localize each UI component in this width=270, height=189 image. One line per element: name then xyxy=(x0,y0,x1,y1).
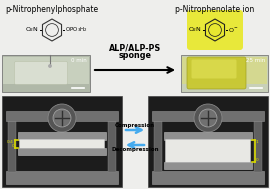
Text: Compression: Compression xyxy=(115,123,155,128)
Text: ALP/ALP-PS: ALP/ALP-PS xyxy=(109,43,161,53)
FancyBboxPatch shape xyxy=(2,96,122,187)
Text: 0: 0 xyxy=(11,144,14,148)
Text: O$_2$N: O$_2$N xyxy=(188,26,202,34)
FancyBboxPatch shape xyxy=(187,10,243,50)
Circle shape xyxy=(199,109,217,127)
FancyBboxPatch shape xyxy=(8,116,16,172)
Text: Decompression: Decompression xyxy=(111,147,159,152)
Text: OPO$_3$H$_2$: OPO$_3$H$_2$ xyxy=(65,26,88,34)
FancyBboxPatch shape xyxy=(164,162,252,169)
FancyBboxPatch shape xyxy=(152,111,264,121)
Text: O$^-$: O$^-$ xyxy=(228,26,239,34)
FancyBboxPatch shape xyxy=(108,116,116,172)
Circle shape xyxy=(194,104,222,132)
Circle shape xyxy=(49,65,51,67)
FancyBboxPatch shape xyxy=(181,55,268,92)
FancyBboxPatch shape xyxy=(182,57,267,84)
Text: 25 min: 25 min xyxy=(246,58,265,63)
FancyBboxPatch shape xyxy=(187,57,246,89)
FancyBboxPatch shape xyxy=(166,139,251,163)
Polygon shape xyxy=(205,19,225,41)
FancyBboxPatch shape xyxy=(191,60,237,78)
Circle shape xyxy=(53,109,71,127)
Text: 1: 1 xyxy=(256,140,259,144)
Text: 0.4: 0.4 xyxy=(7,140,14,144)
FancyBboxPatch shape xyxy=(15,61,68,84)
Text: p-Nitrophenylphosphate: p-Nitrophenylphosphate xyxy=(5,5,99,14)
Text: 0: 0 xyxy=(256,158,259,162)
FancyBboxPatch shape xyxy=(164,132,252,140)
Text: p-Nitrophenolate ion: p-Nitrophenolate ion xyxy=(176,5,255,14)
Circle shape xyxy=(48,104,76,132)
Text: sponge: sponge xyxy=(119,51,151,60)
FancyBboxPatch shape xyxy=(254,116,262,172)
FancyBboxPatch shape xyxy=(154,116,162,172)
Text: 0 min: 0 min xyxy=(71,58,87,63)
FancyBboxPatch shape xyxy=(148,96,268,187)
FancyBboxPatch shape xyxy=(6,111,118,121)
FancyBboxPatch shape xyxy=(19,139,104,149)
Text: O$_2$N: O$_2$N xyxy=(25,26,39,34)
FancyBboxPatch shape xyxy=(0,0,270,92)
FancyBboxPatch shape xyxy=(18,148,106,155)
FancyBboxPatch shape xyxy=(18,132,106,140)
FancyBboxPatch shape xyxy=(2,55,90,92)
FancyBboxPatch shape xyxy=(6,171,118,184)
FancyBboxPatch shape xyxy=(152,171,264,184)
FancyBboxPatch shape xyxy=(3,57,89,84)
